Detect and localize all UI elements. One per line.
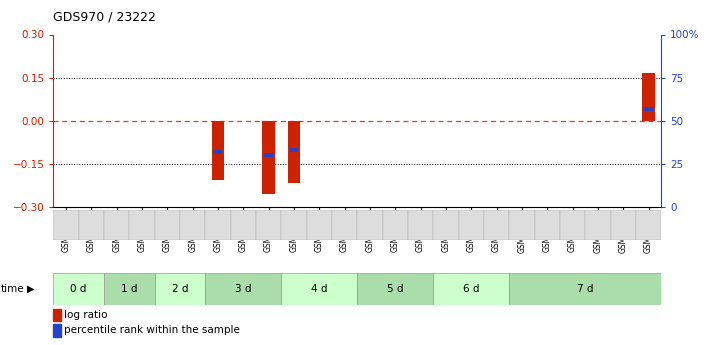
Bar bbox=[104, 210, 129, 240]
Bar bbox=[154, 210, 180, 240]
Bar bbox=[213, 150, 223, 154]
Text: ▶: ▶ bbox=[27, 284, 35, 294]
Bar bbox=[332, 210, 357, 240]
Text: 7 d: 7 d bbox=[577, 284, 594, 294]
Bar bbox=[282, 210, 306, 240]
Bar bbox=[357, 273, 433, 305]
Text: 5 d: 5 d bbox=[387, 284, 404, 294]
Text: GDS970 / 23222: GDS970 / 23222 bbox=[53, 10, 156, 23]
Bar bbox=[383, 210, 408, 240]
Bar bbox=[53, 308, 60, 321]
Text: log ratio: log ratio bbox=[64, 310, 108, 320]
Bar bbox=[459, 210, 484, 240]
Bar bbox=[408, 210, 433, 240]
Bar bbox=[433, 273, 509, 305]
Bar bbox=[205, 273, 282, 305]
Bar bbox=[644, 107, 653, 111]
Bar bbox=[484, 210, 509, 240]
Bar bbox=[264, 153, 273, 157]
Bar bbox=[262, 121, 275, 194]
Text: 3 d: 3 d bbox=[235, 284, 252, 294]
Text: 1 d: 1 d bbox=[121, 284, 137, 294]
Bar bbox=[79, 210, 104, 240]
Bar bbox=[306, 210, 332, 240]
Bar bbox=[53, 210, 79, 240]
Bar bbox=[642, 73, 655, 121]
Bar bbox=[509, 273, 661, 305]
Bar bbox=[611, 210, 636, 240]
Bar bbox=[289, 148, 299, 152]
Bar bbox=[205, 210, 230, 240]
Bar bbox=[535, 210, 560, 240]
Text: 2 d: 2 d bbox=[172, 284, 188, 294]
Text: 6 d: 6 d bbox=[463, 284, 479, 294]
Bar bbox=[53, 273, 104, 305]
Text: 4 d: 4 d bbox=[311, 284, 328, 294]
Bar bbox=[509, 210, 535, 240]
Text: time: time bbox=[1, 284, 24, 294]
Bar bbox=[433, 210, 459, 240]
Bar bbox=[636, 210, 661, 240]
Text: percentile rank within the sample: percentile rank within the sample bbox=[64, 325, 240, 335]
Bar bbox=[282, 273, 357, 305]
Bar bbox=[288, 121, 300, 183]
Bar bbox=[53, 324, 60, 337]
Bar bbox=[129, 210, 154, 240]
Text: 0 d: 0 d bbox=[70, 284, 87, 294]
Bar bbox=[256, 210, 282, 240]
Bar bbox=[230, 210, 256, 240]
Bar bbox=[560, 210, 585, 240]
Bar bbox=[585, 210, 611, 240]
Bar bbox=[180, 210, 205, 240]
Bar bbox=[212, 121, 224, 180]
Bar bbox=[357, 210, 383, 240]
Bar bbox=[154, 273, 205, 305]
Bar bbox=[104, 273, 154, 305]
